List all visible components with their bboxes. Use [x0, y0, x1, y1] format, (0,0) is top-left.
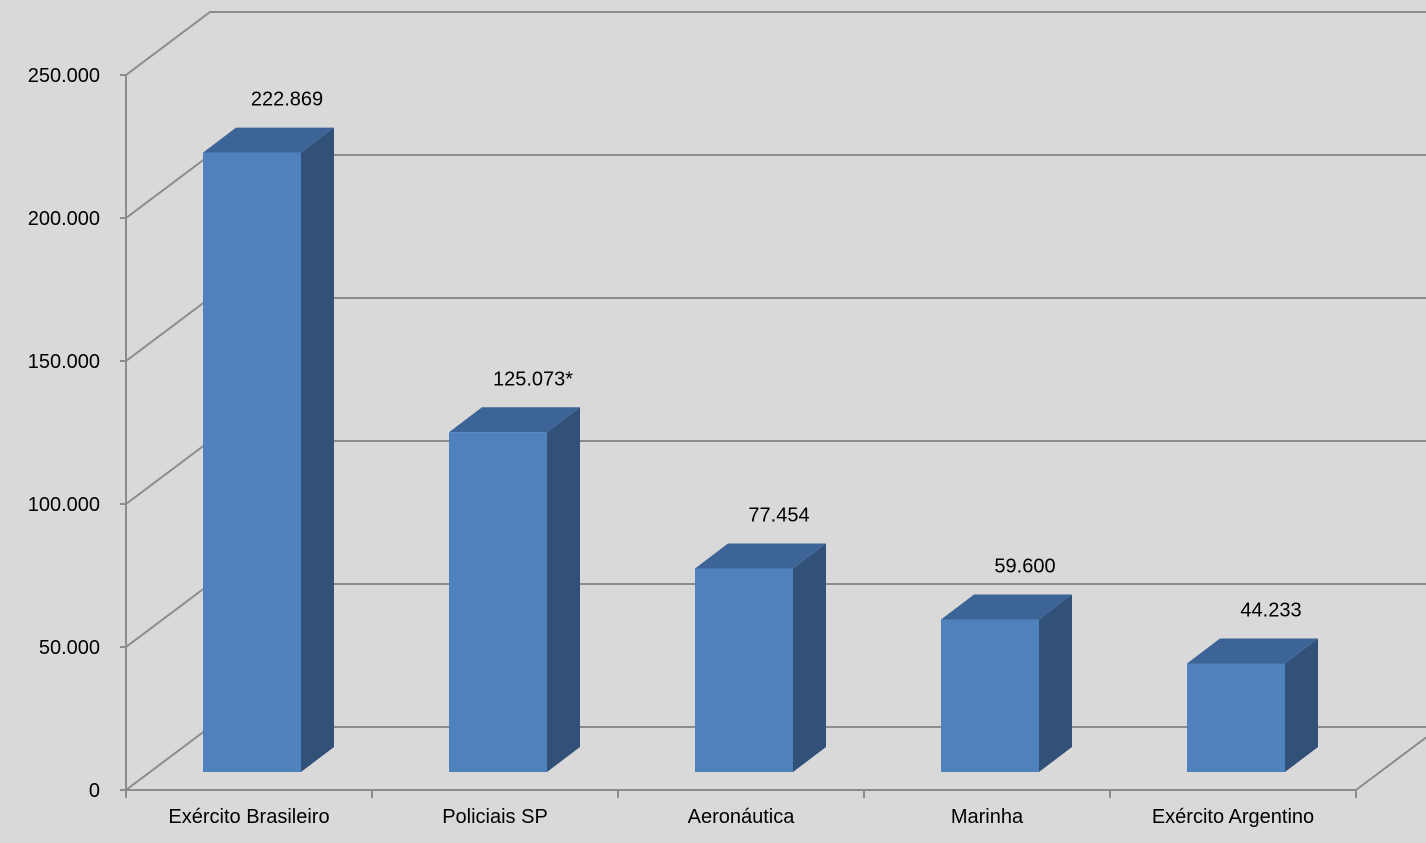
- bar-side: [1285, 638, 1318, 772]
- y-tick-label: 100.000: [28, 494, 100, 516]
- x-tick-label: Aeronáutica: [688, 806, 796, 828]
- axes: [120, 74, 1357, 798]
- bar-front: [695, 568, 793, 772]
- bar: [941, 594, 1072, 772]
- bar: [203, 127, 334, 772]
- gridline: [125, 11, 1426, 76]
- y-tick-label: 150.000: [28, 351, 100, 373]
- y-tick-label: 50.000: [39, 637, 100, 659]
- data-label: 222.869: [251, 89, 323, 111]
- data-label: 125.073*: [493, 368, 573, 390]
- bar: [449, 407, 580, 772]
- x-tick-label: Exército Argentino: [1152, 806, 1314, 828]
- bar-top: [449, 407, 580, 433]
- data-label: 44.233: [1240, 599, 1301, 621]
- bar-front: [941, 619, 1039, 772]
- bar-top: [1187, 638, 1318, 664]
- y-tick-label: 200.000: [28, 208, 100, 230]
- x-tick-label: Exército Brasileiro: [168, 806, 329, 828]
- bar-side: [793, 543, 826, 772]
- bar: [695, 543, 826, 772]
- bar: [1187, 638, 1318, 772]
- data-label: 77.454: [748, 504, 809, 526]
- y-tick-label: 250.000: [28, 65, 100, 87]
- y-tick-label: 0: [89, 780, 100, 802]
- bar-front: [203, 152, 301, 772]
- bar-side: [547, 407, 580, 772]
- floor-edge: [1355, 736, 1426, 791]
- bar-front: [449, 432, 547, 772]
- data-label: 59.600: [994, 556, 1055, 578]
- labels: 0 50.000 100.000 150.000 200.000 250.000 222.8…: [28, 65, 1314, 828]
- bar-side: [1039, 594, 1072, 772]
- bar-top: [941, 594, 1072, 620]
- bar-top: [695, 543, 826, 569]
- x-tick-label: Policiais SP: [442, 806, 548, 828]
- bars: [203, 127, 1318, 772]
- bar-front: [1187, 663, 1285, 772]
- bar-top: [203, 127, 334, 153]
- x-tick-label: Marinha: [951, 806, 1024, 828]
- bar-side: [301, 127, 334, 772]
